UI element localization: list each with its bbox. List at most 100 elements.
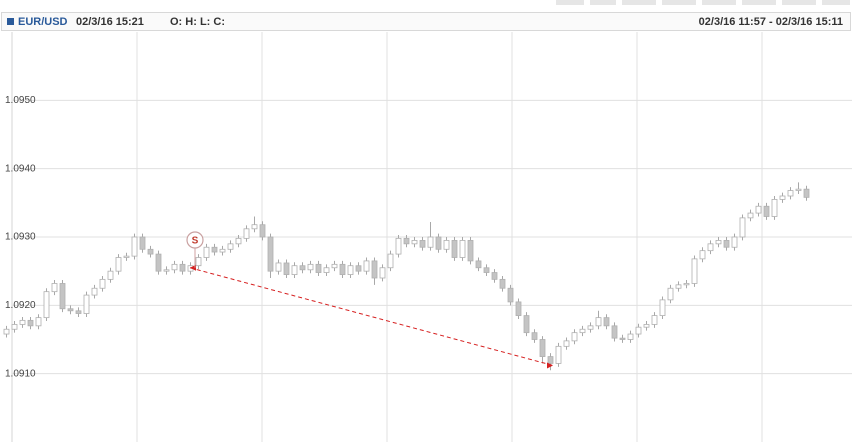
candle-body: [411, 240, 418, 245]
candle-body: [523, 315, 530, 334]
candle-body: [731, 236, 738, 248]
candle-body: [27, 319, 34, 327]
candle-body: [163, 269, 170, 272]
candle-body: [379, 267, 386, 279]
candle-body: [419, 240, 426, 248]
candle-body: [443, 240, 450, 250]
candle-body: [739, 217, 746, 238]
candle-body: [75, 310, 82, 314]
candle-body: [371, 260, 378, 279]
candle-body: [331, 263, 338, 269]
toolbar-button[interactable]: [822, 0, 850, 5]
symbol-swatch: [7, 18, 14, 25]
candle-body: [707, 243, 714, 252]
candle-body: [427, 236, 434, 248]
candle-body: [771, 199, 778, 217]
candle-body: [131, 236, 138, 257]
candle-body: [235, 237, 242, 245]
toolbar-button[interactable]: [590, 0, 616, 5]
candle-body: [347, 265, 354, 275]
candle-body: [3, 328, 10, 335]
candle-body: [747, 212, 754, 219]
candle-body: [499, 278, 506, 289]
candle-body: [547, 356, 554, 364]
time-range: 02/3/16 11:57 - 02/3/16 15:11: [699, 16, 843, 28]
candle-body: [139, 236, 146, 250]
candle-body: [243, 228, 250, 239]
toolbar-button[interactable]: [556, 0, 584, 5]
candle-body: [459, 240, 466, 258]
candle-body: [675, 284, 682, 289]
candle-body: [211, 246, 218, 253]
candle-body: [467, 240, 474, 262]
candle-body: [715, 240, 722, 245]
candle-body: [283, 262, 290, 275]
toolbar-button[interactable]: [662, 0, 696, 5]
candle-body: [355, 265, 362, 272]
candle-body: [699, 250, 706, 260]
candle-body: [267, 236, 274, 272]
candle-body: [395, 237, 402, 255]
candle-body: [531, 332, 538, 340]
marker-label: S: [192, 236, 199, 247]
candle-body: [123, 255, 130, 258]
header-bar: [1, 12, 851, 31]
candle-body: [51, 283, 58, 293]
trendline-end-arrow: [547, 362, 553, 369]
candle-body: [11, 324, 18, 330]
candle-body: [251, 224, 258, 230]
candle-body: [779, 195, 786, 200]
candle-body: [723, 240, 730, 248]
candle-body: [579, 328, 586, 334]
candle-body: [491, 272, 498, 280]
y-tick-label: 1.0950: [5, 95, 36, 106]
candle-body: [291, 265, 298, 275]
candle-body: [515, 301, 522, 316]
candle-body: [595, 317, 602, 327]
candle-body: [339, 263, 346, 275]
candle-body: [35, 317, 42, 327]
candle-body: [107, 270, 114, 280]
candle-body: [315, 263, 322, 273]
candle-body: [451, 240, 458, 258]
candle-body: [683, 283, 690, 286]
candle-body: [171, 263, 178, 271]
toolbar-button[interactable]: [702, 0, 736, 5]
candle-body: [435, 236, 442, 250]
candle-body: [307, 263, 314, 271]
y-tick-label: 1.0920: [5, 300, 36, 311]
toolbar-button[interactable]: [742, 0, 776, 5]
toolbar-button[interactable]: [782, 0, 816, 5]
y-tick-label: 1.0910: [5, 368, 36, 379]
toolbar-button[interactable]: [622, 0, 656, 5]
symbol: EUR/USD: [18, 16, 68, 28]
candle-body: [667, 287, 674, 301]
candle-body: [83, 294, 90, 314]
candle-body: [787, 190, 794, 197]
candle-body: [539, 339, 546, 357]
candle-body: [475, 260, 482, 269]
candle-body: [363, 260, 370, 272]
candle-body: [619, 337, 626, 340]
candle-body: [483, 267, 490, 273]
y-tick-label: 1.0930: [5, 232, 36, 243]
candle-body: [323, 267, 330, 273]
candle-body: [627, 333, 634, 340]
candle-body: [563, 340, 570, 347]
y-tick-label: 1.0940: [5, 163, 36, 174]
candle-body: [19, 319, 26, 325]
candle-body: [507, 287, 514, 303]
candle-body: [91, 287, 98, 296]
candle-body: [763, 205, 770, 217]
candle-body: [227, 243, 234, 250]
candle-body: [659, 299, 666, 316]
candle-body: [203, 246, 210, 258]
candle-body: [755, 205, 762, 214]
candle-body: [587, 325, 594, 330]
candle-body: [147, 248, 154, 255]
candle-body: [259, 224, 266, 238]
ohlc-label: O: H: L: C:: [170, 16, 225, 28]
candle-body: [155, 253, 162, 272]
candle-body: [571, 332, 578, 342]
